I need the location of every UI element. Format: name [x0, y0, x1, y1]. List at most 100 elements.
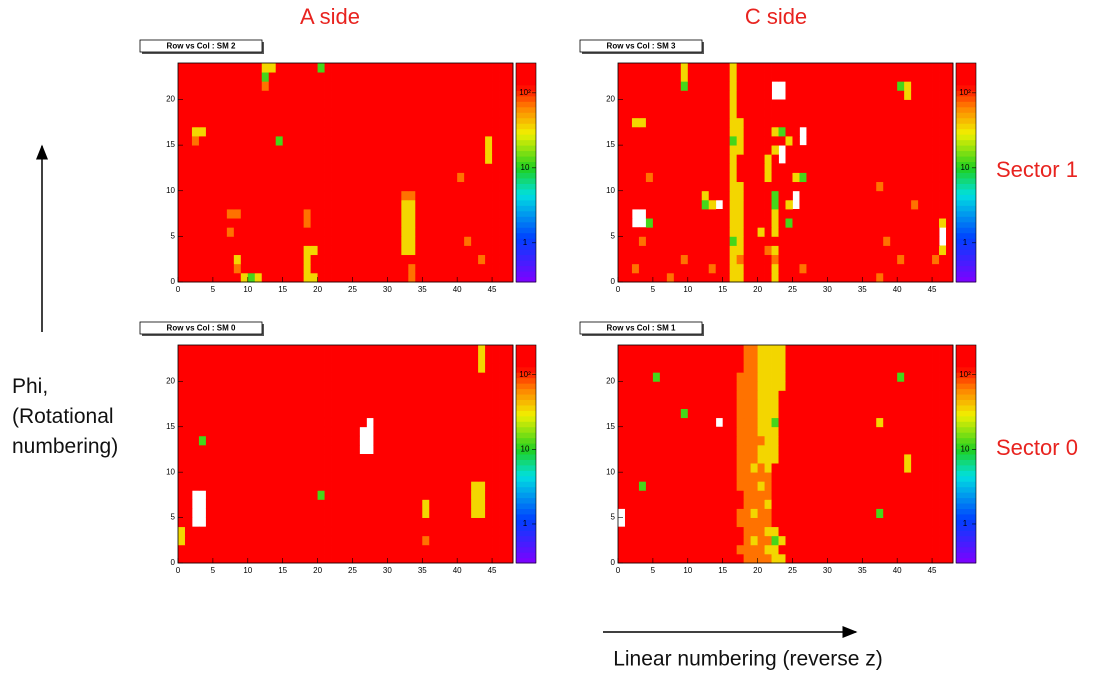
cell	[708, 499, 717, 509]
cell	[701, 345, 710, 355]
cell	[946, 136, 954, 146]
cell	[827, 463, 835, 473]
cell	[373, 463, 381, 473]
cell	[869, 526, 877, 537]
cell	[303, 63, 312, 73]
cell	[303, 354, 312, 364]
cell	[645, 63, 654, 73]
cell	[485, 209, 493, 219]
cell	[624, 163, 633, 173]
cell	[240, 218, 249, 228]
cell	[687, 444, 696, 455]
cell	[911, 199, 919, 210]
cell	[485, 526, 493, 537]
cell	[366, 517, 374, 528]
cell	[492, 345, 500, 355]
cell	[233, 535, 242, 546]
cell	[925, 181, 933, 192]
cell	[464, 435, 472, 446]
cell	[219, 553, 228, 564]
cell	[450, 154, 458, 164]
cell	[694, 172, 703, 183]
cell	[743, 272, 752, 283]
cell	[827, 126, 835, 137]
cell	[219, 126, 228, 137]
cell	[729, 499, 738, 509]
colorbar-step	[516, 199, 536, 206]
cell	[722, 363, 731, 373]
cell	[247, 126, 256, 137]
cell	[932, 408, 940, 419]
cell	[806, 544, 814, 555]
cell	[492, 254, 500, 265]
cell	[792, 236, 800, 246]
y-tick-label: 0	[611, 558, 616, 567]
cell	[652, 408, 661, 419]
cell	[778, 272, 786, 283]
cell	[373, 390, 381, 400]
cell	[247, 199, 256, 210]
cell	[366, 99, 374, 110]
cell	[743, 435, 752, 446]
cell	[659, 90, 668, 100]
cell	[324, 117, 332, 128]
cell	[743, 90, 752, 100]
cell	[226, 172, 235, 183]
cell	[862, 90, 870, 100]
cell	[212, 472, 221, 482]
cell	[408, 108, 416, 119]
cell	[352, 236, 360, 246]
cell	[198, 354, 207, 364]
cell	[492, 408, 500, 419]
cell	[925, 117, 933, 128]
cell	[946, 372, 954, 382]
cell	[506, 254, 514, 265]
cell	[429, 372, 437, 382]
cell	[687, 426, 696, 437]
cell	[624, 254, 633, 265]
cell	[282, 136, 291, 146]
cell	[841, 245, 849, 256]
cell	[680, 263, 689, 274]
cell	[792, 263, 800, 274]
cell	[296, 463, 305, 473]
cell	[380, 90, 388, 100]
cell	[373, 435, 381, 446]
cell	[841, 154, 849, 164]
cell	[708, 535, 717, 546]
cell	[443, 345, 451, 355]
colorbar-step	[516, 524, 536, 531]
cell	[226, 199, 235, 210]
cell	[317, 363, 325, 373]
cell	[771, 108, 779, 119]
cell	[394, 90, 402, 100]
cell	[443, 72, 451, 82]
colorbar-step	[516, 117, 536, 124]
cell	[883, 444, 891, 455]
cell	[205, 72, 214, 82]
cell	[883, 454, 891, 464]
cell	[666, 408, 675, 419]
cell	[771, 499, 779, 509]
cell	[352, 163, 360, 173]
cell	[806, 218, 814, 228]
cell	[352, 363, 360, 373]
cell	[764, 517, 772, 528]
cell	[638, 72, 647, 82]
cell	[401, 481, 409, 491]
cell	[429, 181, 437, 192]
cell	[715, 408, 724, 419]
cell	[618, 63, 626, 73]
cell	[331, 454, 339, 464]
cell	[638, 454, 647, 464]
cell	[729, 472, 738, 482]
cell	[687, 126, 696, 137]
cell	[345, 490, 353, 500]
colorbar-step	[516, 106, 536, 113]
cell	[205, 390, 214, 400]
cell	[792, 227, 800, 237]
z-tick-label: 10	[961, 163, 970, 172]
cell	[925, 399, 933, 409]
cell	[701, 99, 710, 110]
cell	[792, 154, 800, 164]
